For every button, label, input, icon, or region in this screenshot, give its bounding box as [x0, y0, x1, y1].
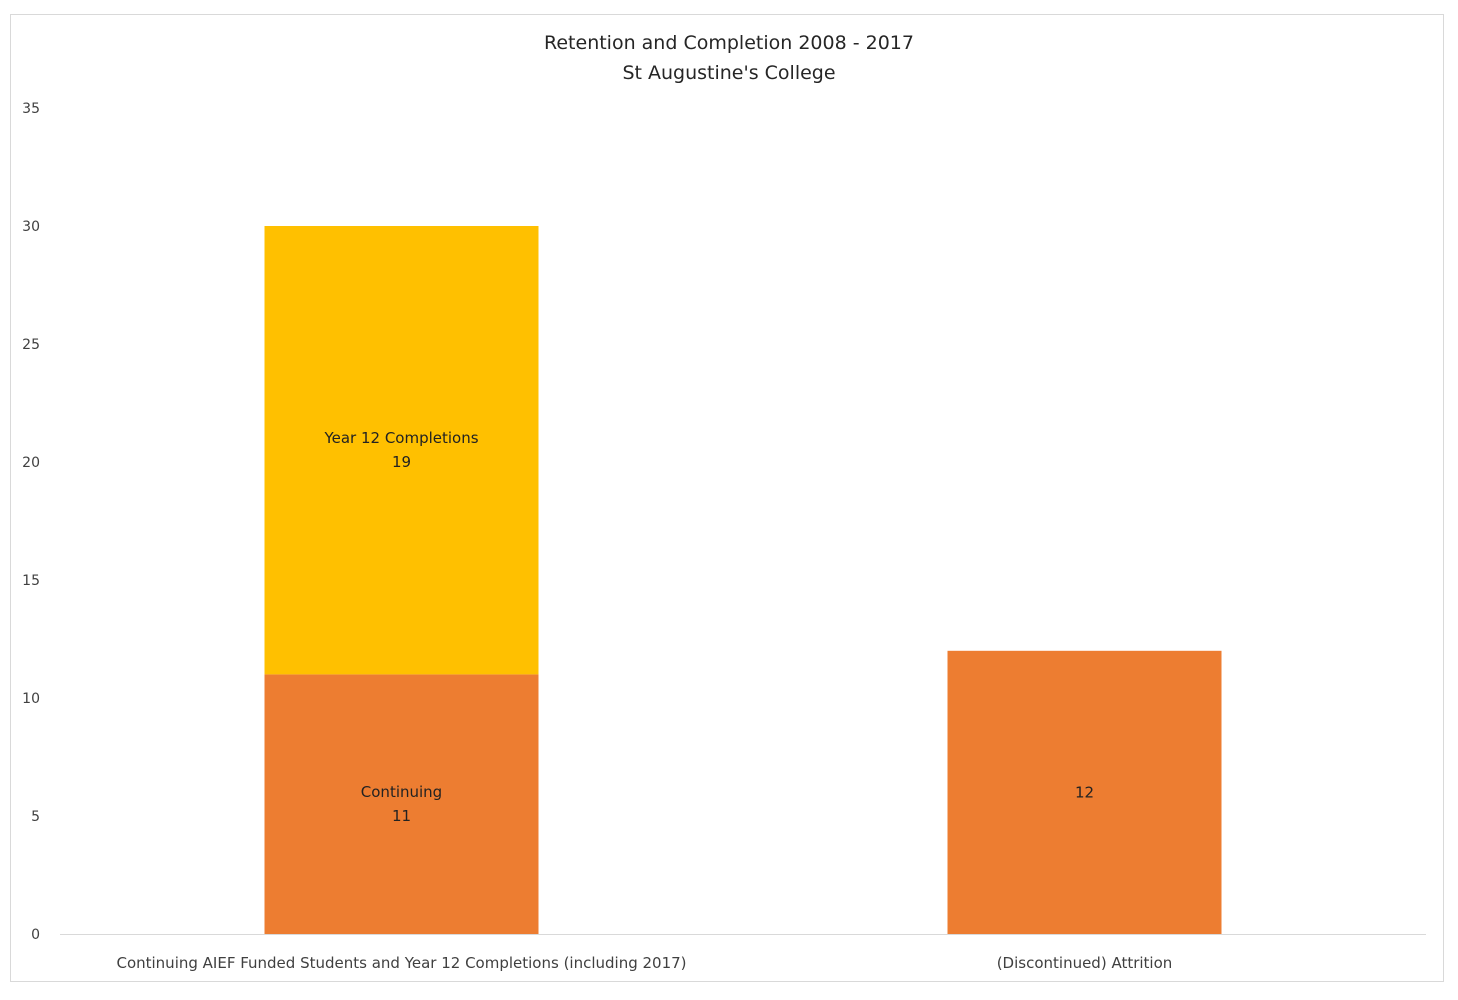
y-tick-label: 0 — [31, 927, 40, 943]
bar-segment — [947, 650, 1222, 934]
chart-subtitle: St Augustine's College — [622, 62, 836, 84]
chart-title-block: Retention and Completion 2008 - 2017 St … — [0, 28, 1458, 88]
y-tick-label: 25 — [22, 337, 40, 353]
bar-segment — [264, 226, 539, 675]
y-tick-label: 35 — [22, 101, 40, 117]
x-tick-label: (Discontinued) Attrition — [997, 954, 1173, 972]
data-label: 12 — [1075, 783, 1094, 801]
data-label: 19 — [392, 453, 411, 471]
y-tick-label: 10 — [22, 691, 40, 707]
data-label: Year 12 Completions — [323, 429, 478, 447]
y-tick-label: 15 — [22, 573, 40, 589]
data-label: 11 — [392, 807, 411, 825]
bar-segment — [264, 674, 539, 934]
data-label: Continuing — [361, 783, 442, 801]
x-tick-label: Continuing AIEF Funded Students and Year… — [116, 954, 686, 972]
y-tick-label: 30 — [22, 219, 40, 235]
chart-title: Retention and Completion 2008 - 2017 — [544, 32, 914, 54]
y-tick-label: 5 — [31, 809, 40, 825]
y-tick-label: 20 — [22, 455, 40, 471]
